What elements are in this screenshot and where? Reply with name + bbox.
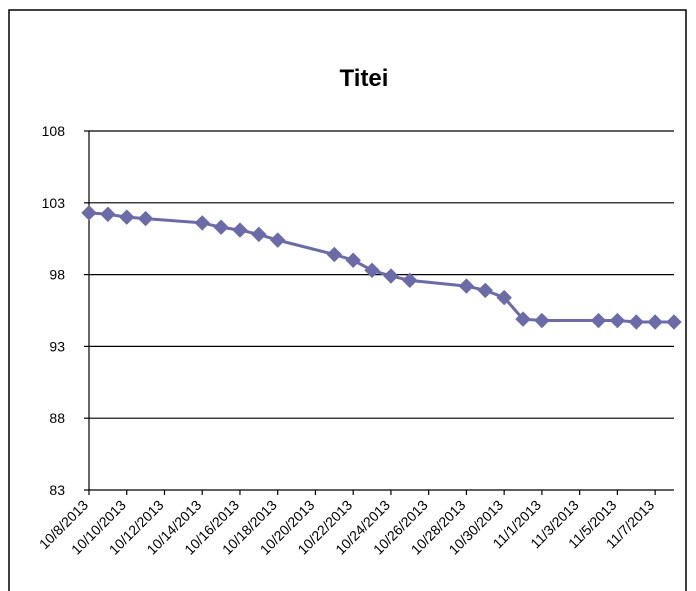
- data-point-10-15-2013: [213, 219, 229, 235]
- y-tick-label: 108: [42, 123, 66, 139]
- y-tick-label: 88: [49, 410, 65, 426]
- series: [81, 205, 682, 330]
- data-point-11-1-2013: [534, 312, 550, 329]
- y-tick-label: 98: [49, 267, 65, 283]
- data-point-10-31-2013: [515, 311, 531, 327]
- data-point-11-4-2013: [590, 312, 607, 329]
- data-point-10-25-2013: [402, 272, 418, 289]
- data-point-10-23-2013: [364, 262, 380, 278]
- data-point-10-28-2013: [458, 278, 475, 294]
- data-point-10-9-2013: [100, 206, 116, 222]
- data-point-10-21-2013: [326, 246, 343, 263]
- chart-title: Titei: [340, 65, 389, 92]
- data-point-10-16-2013: [232, 222, 248, 238]
- data-point-11-6-2013: [628, 314, 644, 330]
- data-point-10-14-2013: [194, 215, 210, 231]
- data-point-10-22-2013: [345, 252, 361, 268]
- data-point-11-8-2013: [666, 314, 682, 330]
- y-axis-tick-labels: 83 88 93 98 103 108: [42, 123, 66, 498]
- y-tick-label: 93: [49, 338, 65, 354]
- data-point-10-30-2013: [496, 289, 512, 306]
- y-tick-label: 103: [42, 195, 66, 211]
- data-point-10-10-2013: [119, 209, 135, 225]
- data-point-11-7-2013: [647, 314, 663, 330]
- data-point-10-18-2013: [270, 232, 286, 248]
- data-point-11-5-2013: [609, 312, 626, 329]
- y-tick-label: 83: [49, 482, 65, 498]
- data-point-10-11-2013: [137, 210, 154, 227]
- data-point-10-24-2013: [383, 268, 399, 284]
- data-point-10-8-2013: [81, 205, 97, 221]
- chart-border: [8, 9, 687, 591]
- data-point-10-17-2013: [251, 226, 267, 243]
- data-point-10-29-2013: [477, 282, 493, 299]
- axes: [84, 130, 674, 495]
